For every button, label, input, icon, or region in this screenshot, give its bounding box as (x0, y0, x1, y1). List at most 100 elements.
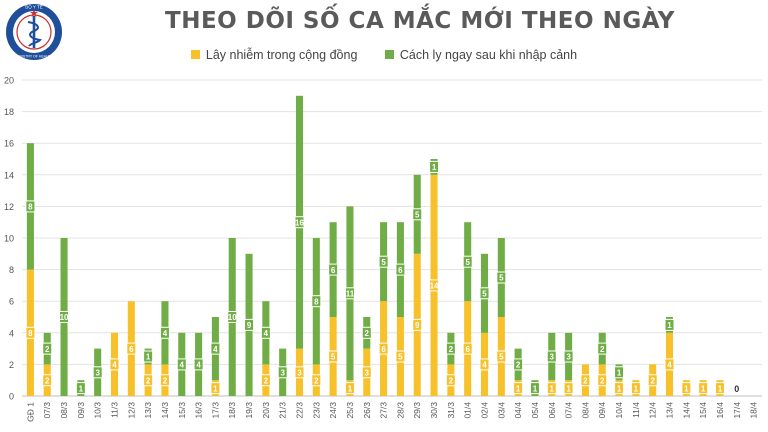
data-label: 9 (247, 321, 252, 330)
x-tick-label: 15/3 (177, 402, 187, 419)
data-label-box (614, 366, 625, 379)
data-label: 8 (314, 297, 319, 306)
legend-swatch-community (190, 50, 200, 59)
x-tick-label: 11/4 (631, 402, 641, 418)
data-label: 8 (28, 329, 33, 338)
x-tick-label: 31/3 (446, 402, 456, 419)
data-label-box (126, 342, 137, 355)
data-label-box (25, 200, 36, 213)
data-label: 3 (95, 369, 100, 378)
data-label-box (429, 160, 440, 173)
data-label: 14 (430, 282, 439, 291)
x-tick-label: 16/3 (194, 402, 204, 419)
x-tick-label: 23/3 (311, 402, 321, 419)
data-label: 4 (196, 361, 201, 370)
data-label: 6 (381, 345, 386, 354)
x-tick-label: 14/4 (681, 402, 691, 419)
data-label-box (294, 216, 305, 229)
data-label-box (260, 326, 271, 339)
x-tick-label: 24/3 (328, 402, 338, 419)
y-tick-label: 4 (9, 328, 14, 338)
data-label: 4 (264, 329, 269, 338)
data-label: 2 (449, 345, 454, 354)
data-label: 4 (180, 361, 185, 370)
data-label-box (462, 342, 473, 355)
data-label: 2 (600, 376, 605, 385)
data-label: 6 (398, 266, 403, 275)
data-label-box (681, 382, 692, 395)
y-tick-label: 8 (9, 265, 14, 275)
data-label-box (563, 382, 574, 395)
data-label: 2 (516, 361, 521, 370)
data-label-box (159, 326, 170, 339)
data-label-box (244, 318, 255, 331)
x-tick-label: 13/4 (665, 402, 675, 419)
data-label: 8 (28, 203, 33, 212)
data-label-box (311, 295, 322, 308)
data-label-box (395, 350, 406, 363)
chart-title: THEO DÕI SỐ CA MẮC MỚI THEO NGÀY (165, 8, 675, 34)
data-label: 16 (295, 218, 304, 227)
data-label-box (75, 382, 86, 395)
data-label-box (479, 287, 490, 300)
data-label-box (513, 358, 524, 371)
data-label: 4 (667, 361, 672, 370)
x-tick-label: 13/3 (143, 402, 153, 419)
data-label: 3 (297, 369, 302, 378)
data-label: 1 (701, 384, 706, 393)
x-tick-label: 06/4 (547, 402, 557, 419)
x-tick-label: 08/4 (580, 402, 590, 419)
data-label-box (462, 255, 473, 268)
data-label: 1 (213, 384, 218, 393)
y-tick-label: 18 (4, 107, 14, 117)
data-label-box (176, 358, 187, 371)
data-label-box (496, 271, 507, 284)
data-label-box (59, 311, 70, 323)
data-label-box (580, 374, 591, 387)
data-label: 1 (348, 384, 353, 393)
data-label: 1 (79, 384, 84, 393)
data-label: 2 (264, 376, 269, 385)
data-label: 6 (331, 266, 336, 275)
data-label: 1 (146, 353, 151, 362)
x-tick-label: 17/3 (210, 402, 220, 419)
data-label-box (529, 382, 540, 395)
y-tick-label: 2 (9, 360, 14, 370)
data-label-box (210, 382, 221, 395)
x-tick-label: 10/4 (614, 402, 624, 419)
x-tick-label: 30/3 (429, 402, 439, 419)
data-label-box (429, 279, 440, 292)
data-label-box (597, 342, 608, 355)
x-tick-label: 26/3 (362, 402, 372, 419)
data-label-box (698, 382, 709, 395)
data-label-box (614, 382, 625, 395)
data-label: 1 (718, 384, 723, 393)
data-label-box (328, 350, 339, 363)
legend-swatch-quarantine (384, 50, 394, 59)
data-label: 2 (314, 376, 319, 385)
data-label: 2 (146, 376, 151, 385)
data-label-box (109, 358, 120, 371)
data-label: 2 (449, 376, 454, 385)
x-tick-label: 14/3 (160, 402, 170, 419)
data-label-box (647, 374, 658, 387)
data-label: 5 (331, 353, 336, 362)
data-label-box (714, 382, 725, 395)
x-tick-label: 01/4 (463, 402, 473, 419)
x-tick-label: 08/3 (59, 402, 69, 419)
x-tick-label: 29/3 (412, 402, 422, 419)
logo-text: BỘ Y TẾ (25, 4, 43, 10)
x-tick-label: 11/3 (110, 402, 120, 418)
legend-label-quarantine: Cách ly ngay sau khi nhập cảnh (399, 48, 578, 62)
data-label: 1 (432, 163, 437, 172)
data-label: 6 (129, 345, 134, 354)
legend-label-community: Lây nhiễm trong cộng đồng (205, 48, 358, 62)
x-tick-label: 05/4 (530, 402, 540, 419)
data-label-box (664, 358, 675, 371)
x-tick-label: 19/3 (244, 402, 254, 419)
data-label: 5 (499, 353, 504, 362)
legend: Lây nhiễm trong cộng đồng Cách ly ngay s… (0, 48, 768, 62)
x-tick-label: 15/4 (698, 402, 708, 419)
data-label: 2 (45, 376, 50, 385)
data-label: 1 (684, 384, 689, 393)
